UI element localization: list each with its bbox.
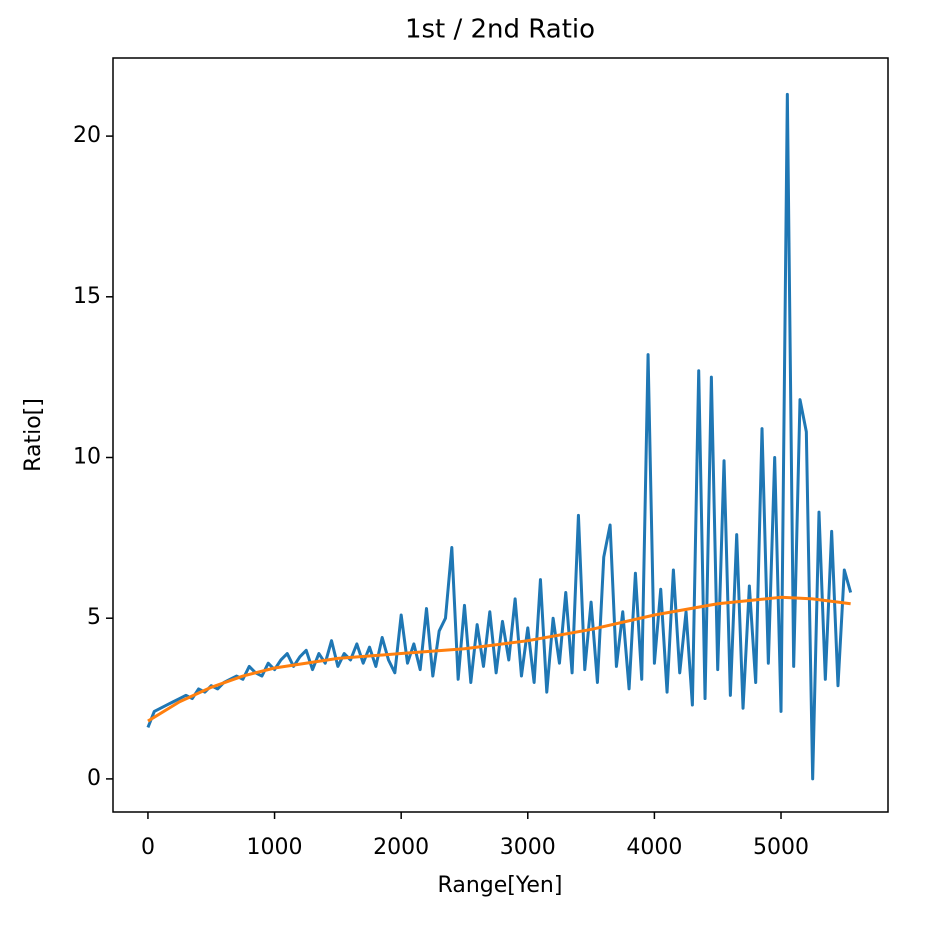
y-tick-label: 0 [87, 766, 101, 791]
x-tick-label: 5000 [753, 835, 809, 860]
data-line [147, 595, 851, 723]
y-tick-label: 20 [73, 123, 101, 148]
y-tick-label: 15 [73, 284, 101, 309]
y-tick-label: 5 [87, 605, 101, 630]
y-axis-label: Ratio[] [21, 398, 46, 472]
x-axis-label: Range[Yen] [438, 873, 563, 898]
x-tick-label: 4000 [626, 835, 682, 860]
x-tick-label: 3000 [500, 835, 556, 860]
data-line [146, 92, 853, 781]
x-tick-label: 2000 [373, 835, 429, 860]
plot-frame [112, 57, 889, 813]
y-tick-label: 10 [73, 444, 101, 469]
chart-title: 1st / 2nd Ratio [405, 15, 595, 45]
x-tick-label: 1000 [247, 835, 303, 860]
x-tick-label: 0 [141, 835, 155, 860]
